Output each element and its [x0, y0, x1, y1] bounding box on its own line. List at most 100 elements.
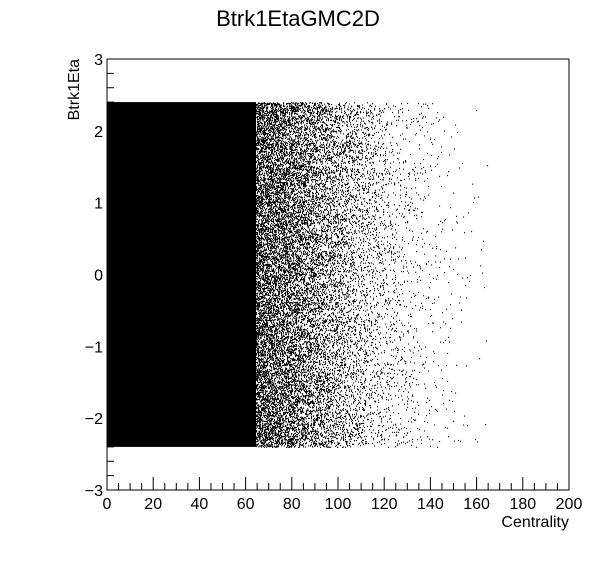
scatter-point: [259, 293, 261, 295]
scatter-point: [261, 264, 263, 266]
scatter-point: [270, 258, 272, 260]
scatter-point: [260, 263, 262, 265]
scatter-point: [262, 136, 264, 138]
scatter-point: [263, 224, 265, 226]
scatter-point: [269, 240, 271, 242]
scatter-point: [256, 301, 258, 303]
scatter-point: [265, 369, 267, 371]
scatter-point: [224, 102, 226, 447]
scatter-point: [265, 221, 267, 223]
scatter-point: [258, 306, 260, 308]
scatter-point: [259, 130, 261, 132]
scatter-point: [225, 102, 227, 447]
scatter-point: [267, 383, 269, 385]
scatter-point: [274, 247, 276, 249]
scatter-point: [148, 102, 150, 447]
scatter-point: [257, 338, 259, 340]
scatter-point: [266, 267, 268, 269]
scatter-point: [260, 315, 262, 317]
scatter-point: [262, 332, 264, 334]
scatter-point: [270, 283, 272, 285]
scatter-point: [258, 348, 260, 350]
scatter-point: [265, 355, 267, 357]
scatter-point: [266, 109, 268, 111]
scatter-point: [273, 441, 275, 443]
scatter-point: [260, 375, 262, 377]
scatter-point: [262, 272, 264, 274]
scatter-point: [263, 446, 265, 448]
scatter-point: [272, 149, 274, 151]
scatter-point: [271, 287, 273, 289]
scatter-point: [268, 444, 270, 446]
scatter-point: [265, 130, 267, 132]
scatter-point: [266, 227, 268, 229]
scatter-point: [270, 106, 272, 108]
scatter-point: [268, 190, 270, 192]
scatter-point: [256, 372, 258, 374]
scatter-point: [274, 443, 276, 445]
scatter-point: [257, 218, 259, 220]
scatter-point: [258, 181, 260, 183]
scatter-point: [260, 110, 262, 112]
scatter-point: [267, 372, 269, 374]
scatter-point: [269, 156, 271, 158]
scatter-point: [273, 298, 275, 300]
scatter-point: [265, 182, 267, 184]
scatter-point: [260, 350, 262, 352]
scatter-point: [265, 316, 267, 318]
scatter-point: [270, 112, 272, 114]
scatter-point: [266, 170, 268, 172]
scatter-point: [191, 102, 193, 447]
scatter-point: [256, 320, 258, 322]
scatter-point: [259, 275, 261, 277]
scatter-point: [257, 205, 259, 207]
scatter-point: [272, 110, 274, 112]
scatter-point: [270, 381, 272, 383]
scatter-point: [268, 278, 270, 280]
scatter-point: [274, 294, 276, 296]
scatter-point: [258, 131, 260, 133]
scatter-point: [269, 211, 271, 213]
scatter-point: [267, 116, 269, 118]
scatter-point: [269, 423, 271, 425]
scatter-point: [261, 246, 263, 248]
scatter-point: [261, 219, 263, 221]
scatter-point: [269, 146, 271, 148]
scatter-point: [272, 188, 274, 190]
scatter-point: [271, 211, 273, 213]
scatter-point: [263, 217, 265, 219]
scatter-point: [271, 285, 273, 287]
scatter-point: [267, 146, 269, 148]
scatter-point: [259, 281, 261, 283]
scatter-point: [263, 283, 265, 285]
scatter-point: [268, 103, 270, 105]
scatter-point: [274, 239, 276, 241]
scatter-point: [262, 424, 264, 426]
scatter-point: [257, 327, 259, 329]
scatter-point: [264, 125, 266, 127]
scatter-point: [263, 409, 265, 411]
scatter-point: [267, 230, 269, 232]
scatter-point: [257, 212, 259, 214]
scatter-point: [269, 196, 271, 198]
scatter-point: [265, 115, 267, 117]
scatter-point: [268, 425, 270, 427]
scatter-point: [265, 149, 267, 151]
scatter-point: [182, 102, 184, 447]
scatter-point: [271, 245, 273, 247]
scatter-point: [265, 361, 267, 363]
scatter-point: [261, 154, 263, 156]
scatter-point: [268, 179, 270, 181]
scatter-point: [272, 128, 274, 130]
scatter-point: [266, 374, 268, 376]
scatter-point: [257, 133, 259, 135]
scatter-point: [273, 435, 275, 437]
scatter-point: [272, 246, 274, 248]
scatter-point: [261, 320, 263, 322]
scatter-point: [269, 129, 271, 131]
scatter-point: [262, 109, 264, 111]
scatter-point: [269, 192, 271, 194]
scatter-point: [269, 351, 271, 353]
scatter-point: [259, 405, 261, 407]
scatter-point: [269, 270, 271, 272]
